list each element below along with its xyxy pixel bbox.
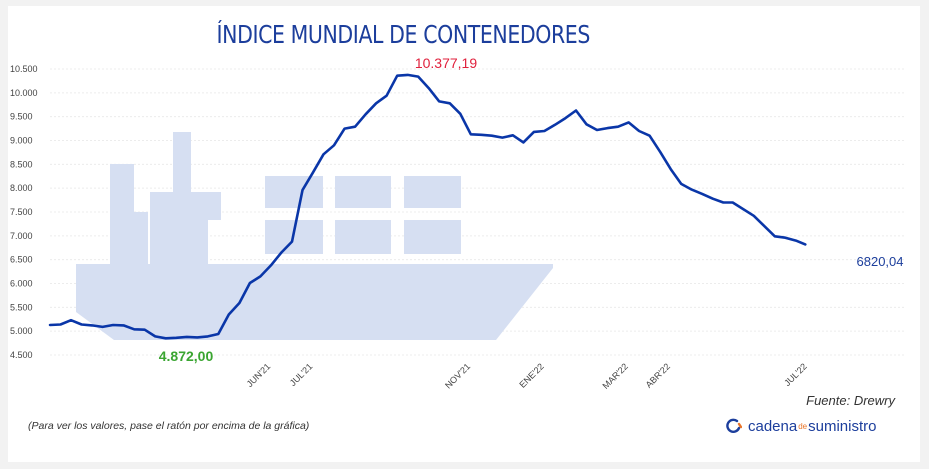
last-value-label: 6820,04 bbox=[857, 254, 904, 269]
series-line[interactable] bbox=[48, 73, 807, 340]
y-tick-label: 6.500 bbox=[10, 255, 33, 265]
y-tick-label: 5.000 bbox=[10, 326, 33, 336]
cadena-logo-icon bbox=[726, 418, 742, 433]
x-tick-label: NOV'21 bbox=[443, 361, 472, 390]
y-tick-label: 7.500 bbox=[10, 207, 33, 217]
brand-name-part1: cadena bbox=[748, 417, 798, 435]
y-axis-ticks: 4.500 5.000 5.500 6.000 6.500 7.000 7.500 8.000… bbox=[10, 64, 38, 360]
x-axis-ticks: JUN'21 JUL'21 NOV'21 ENE'22 MAR'22 ABR'22 JUL'… bbox=[245, 361, 809, 391]
y-tick-label: 8.500 bbox=[10, 159, 33, 169]
y-tick-label: 8.000 bbox=[10, 183, 33, 193]
y-tick-label: 10.000 bbox=[10, 88, 38, 98]
x-tick-label: MAR'22 bbox=[601, 361, 631, 391]
y-tick-label: 9.000 bbox=[10, 136, 33, 146]
x-tick-label: JUN'21 bbox=[245, 361, 273, 389]
brand-name-part3: suministro bbox=[808, 417, 877, 435]
y-tick-label: 9.500 bbox=[10, 112, 33, 122]
brand-logo[interactable]: cadena de suministro bbox=[726, 415, 876, 437]
y-tick-label: 7.000 bbox=[10, 231, 33, 241]
x-tick-label: JUL'21 bbox=[288, 361, 315, 388]
min-value-label: 4.872,00 bbox=[159, 348, 214, 364]
y-tick-label: 6.000 bbox=[10, 279, 33, 289]
source-label: Fuente: Drewry bbox=[806, 393, 895, 408]
x-tick-label: ABR'22 bbox=[644, 361, 672, 389]
y-tick-label: 10.500 bbox=[10, 64, 38, 74]
max-value-label: 10.377,19 bbox=[415, 55, 477, 71]
hover-note: (Para ver los valores, pase el ratón por… bbox=[28, 420, 310, 432]
x-tick-label: ENE'22 bbox=[517, 361, 545, 389]
ship-illustration bbox=[76, 132, 553, 340]
brand-name-part2: de bbox=[798, 421, 808, 431]
x-tick-label: JUL'22 bbox=[782, 361, 809, 388]
chart-title: ÍNDICE MUNDIAL DE CONTENEDORES bbox=[216, 20, 591, 49]
y-tick-label: 5.500 bbox=[10, 302, 33, 312]
y-tick-label: 4.500 bbox=[10, 350, 33, 360]
grid bbox=[50, 68, 906, 356]
